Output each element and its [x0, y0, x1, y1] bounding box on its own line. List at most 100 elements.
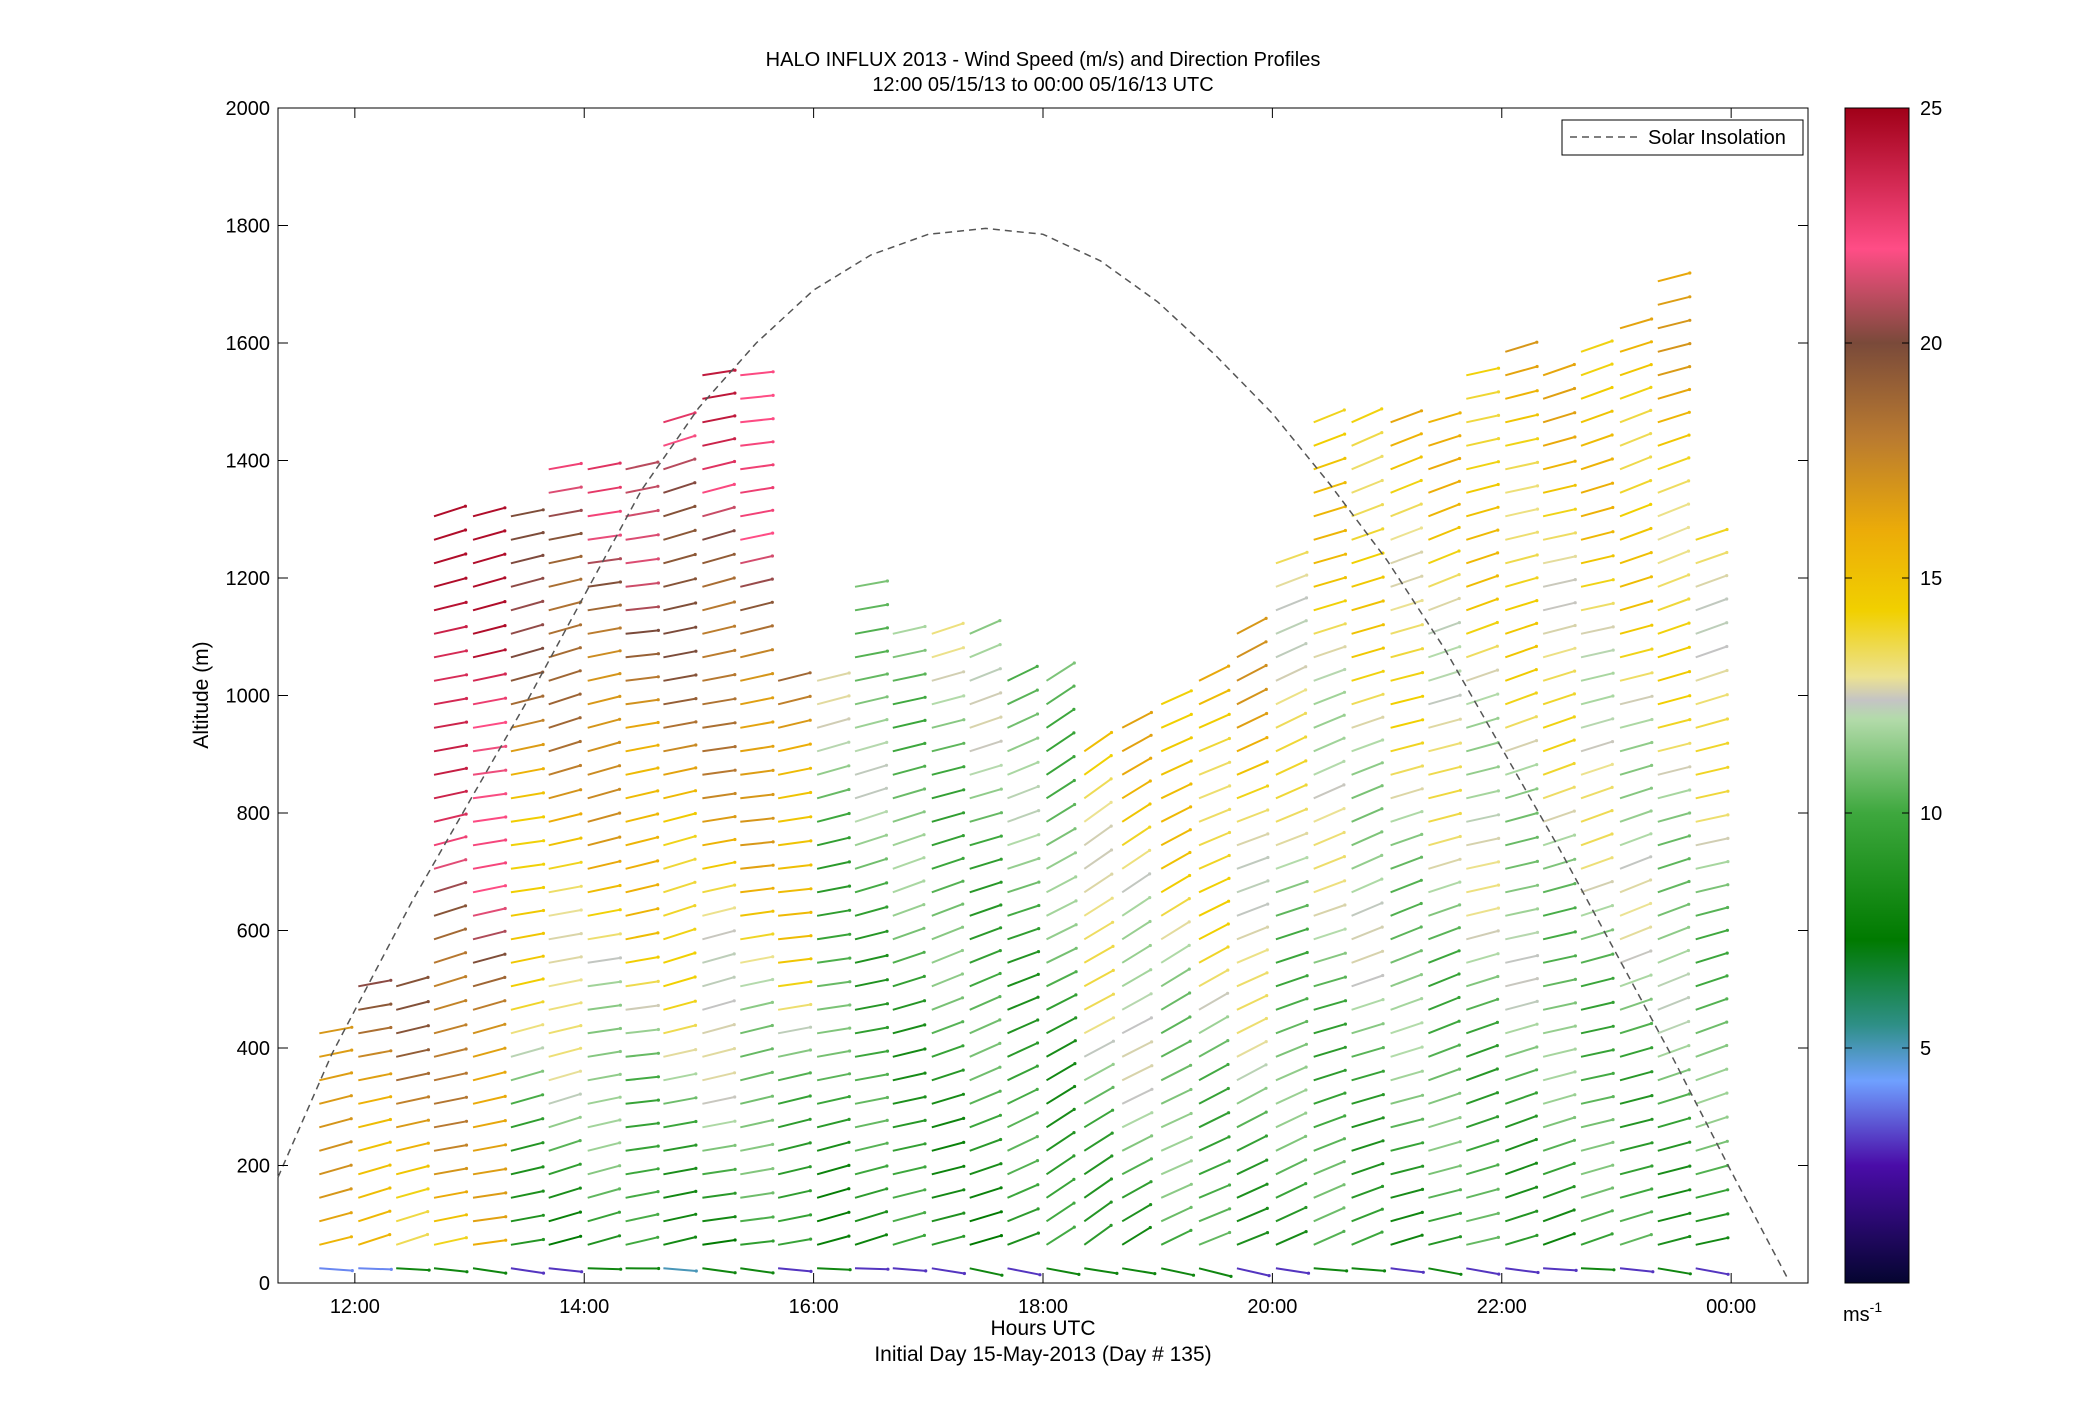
- wind-barb-head: [847, 1095, 851, 1099]
- wind-barb-head: [1686, 502, 1691, 506]
- wind-barb-head: [1535, 1209, 1539, 1213]
- wind-barb: [1275, 808, 1307, 823]
- wind-barb-head: [693, 927, 697, 931]
- wind-barb: [969, 926, 1001, 941]
- wind-barb-head: [1304, 1230, 1308, 1234]
- wind-barb: [702, 721, 736, 729]
- wind-barb-head: [1535, 599, 1539, 603]
- wind-barb-head: [770, 1023, 774, 1028]
- wind-barb: [625, 859, 658, 870]
- wind-barb: [1619, 902, 1651, 917]
- wind-barb: [1619, 624, 1653, 635]
- x-axis-secondary-label: Initial Day 15-May-2013 (Day # 135): [874, 1343, 1211, 1366]
- wind-barb-head: [618, 557, 623, 561]
- wind-barb: [1390, 432, 1422, 447]
- wind-barb-head: [1495, 668, 1500, 672]
- wind-barb-head: [1457, 573, 1461, 577]
- wind-barb: [1313, 879, 1345, 894]
- wind-barb: [1542, 834, 1575, 847]
- wind-barb: [625, 605, 659, 612]
- wind-barb: [548, 1211, 581, 1223]
- wind-barb: [1007, 1183, 1039, 1199]
- wind-barb-head: [1610, 457, 1614, 461]
- wind-barb-head: [1457, 479, 1461, 483]
- wind-barb-head: [1380, 830, 1384, 834]
- wind-barb-head: [1226, 1039, 1230, 1043]
- wind-barb-head: [656, 652, 661, 656]
- wind-barb: [969, 788, 1002, 800]
- wind-barb: [1505, 1046, 1538, 1058]
- wind-barb: [1313, 783, 1345, 800]
- wind-barb-head: [998, 667, 1002, 671]
- wind-barb: [1657, 996, 1689, 1011]
- wind-barb: [587, 718, 620, 729]
- wind-barb: [1580, 1232, 1613, 1246]
- wind-barb: [1619, 832, 1652, 847]
- wind-barb-head: [1304, 596, 1309, 600]
- wind-barb: [702, 952, 735, 964]
- wind-barb-head: [618, 1118, 622, 1122]
- wind-barb-head: [733, 1143, 737, 1147]
- wind-barb-head: [732, 482, 736, 486]
- wind-barb: [587, 627, 621, 635]
- wind-barb: [1198, 689, 1230, 706]
- wind-barb-head: [1343, 975, 1347, 979]
- wind-barb-head: [961, 1068, 965, 1072]
- wind-barb: [854, 650, 888, 659]
- wind-barb: [892, 1023, 925, 1035]
- wind-barb: [587, 695, 621, 706]
- wind-barb: [1505, 508, 1538, 518]
- wind-barb: [548, 1116, 581, 1129]
- wind-barb: [1198, 808, 1230, 823]
- wind-barb: [625, 1236, 658, 1246]
- wind-barb-head: [998, 619, 1002, 623]
- wind-barb: [1046, 1039, 1076, 1058]
- wind-barb-head: [503, 552, 507, 556]
- wind-barb: [1695, 693, 1728, 706]
- wind-barb-head: [808, 1025, 813, 1029]
- wind-barb: [1466, 1163, 1499, 1176]
- wind-barb-head: [1189, 689, 1193, 693]
- wind-barb: [663, 626, 696, 635]
- wind-barb-head: [1072, 1225, 1076, 1229]
- wind-barb-head: [1342, 830, 1346, 835]
- wind-barb: [1657, 1044, 1690, 1058]
- wind-barb: [1657, 598, 1690, 612]
- wind-barb-head: [1573, 1047, 1577, 1051]
- wind-barb: [1657, 295, 1691, 306]
- wind-barb-head: [504, 1215, 508, 1219]
- wind-barb: [1198, 1087, 1229, 1105]
- wind-barb-head: [1610, 904, 1614, 908]
- wind-barb: [510, 839, 544, 847]
- wind-barb: [1619, 1070, 1653, 1082]
- wind-barb-head: [1072, 1107, 1076, 1111]
- wind-barb: [1695, 742, 1728, 753]
- wind-barb-head: [1572, 833, 1577, 837]
- wind-barb-head: [503, 952, 507, 956]
- wind-barb: [433, 529, 466, 541]
- wind-barb-head: [1381, 1093, 1385, 1097]
- wind-barb-head: [1264, 1086, 1268, 1090]
- wind-barb-head: [848, 932, 852, 936]
- wind-barb-head: [656, 766, 660, 770]
- wind-barb: [433, 975, 466, 988]
- wind-barb-head: [541, 1046, 545, 1050]
- wind-barb: [1083, 1040, 1114, 1058]
- wind-barb-head: [885, 953, 889, 958]
- wind-barb-head: [1725, 668, 1729, 673]
- wind-barb: [740, 840, 774, 847]
- wind-barb-head: [464, 1166, 469, 1171]
- wind-barb-head: [1189, 1135, 1193, 1139]
- wind-barb-head: [1305, 550, 1309, 554]
- wind-barb: [777, 1238, 811, 1246]
- wind-barb: [702, 1144, 736, 1152]
- wind-barb: [1045, 732, 1075, 753]
- wind-barb-head: [1038, 1273, 1042, 1277]
- wind-barb-head: [1535, 907, 1540, 911]
- wind-barb: [510, 791, 544, 800]
- wind-barb: [1619, 456, 1651, 471]
- wind-barb: [816, 1050, 850, 1058]
- wind-barb-head: [771, 1239, 775, 1243]
- wind-barb: [777, 767, 811, 776]
- wind-barb-head: [1495, 574, 1499, 578]
